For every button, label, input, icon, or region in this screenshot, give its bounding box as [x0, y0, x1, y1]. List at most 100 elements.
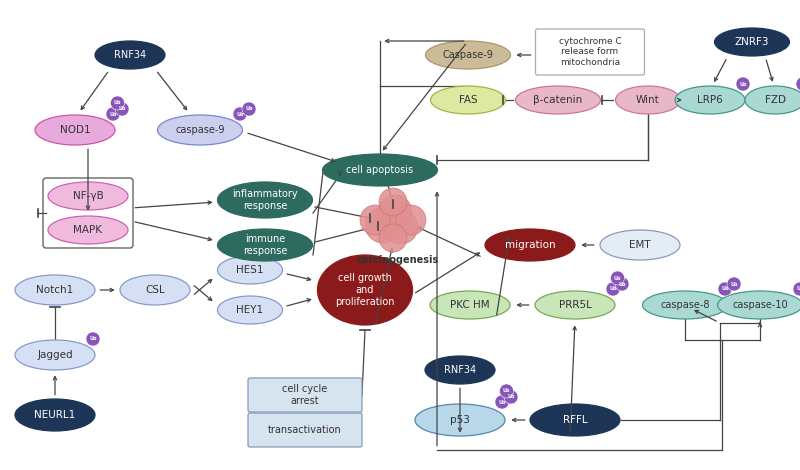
Circle shape [793, 282, 800, 296]
Circle shape [615, 277, 629, 291]
Text: LRP6: LRP6 [697, 95, 723, 105]
Circle shape [379, 188, 407, 216]
Circle shape [606, 282, 620, 296]
Text: Jagged: Jagged [37, 350, 73, 360]
Text: Ub: Ub [730, 282, 738, 287]
Ellipse shape [218, 229, 313, 261]
Ellipse shape [218, 296, 282, 324]
Circle shape [727, 277, 741, 291]
Ellipse shape [48, 216, 128, 244]
Ellipse shape [120, 275, 190, 305]
Text: Ub: Ub [796, 287, 800, 291]
Text: Ub: Ub [110, 111, 117, 117]
Circle shape [499, 384, 514, 398]
Circle shape [718, 282, 732, 296]
Text: EMT: EMT [629, 240, 651, 250]
Ellipse shape [515, 86, 601, 114]
Ellipse shape [318, 255, 413, 325]
Ellipse shape [430, 86, 506, 114]
Text: RFFL: RFFL [562, 415, 587, 425]
Text: FZD: FZD [765, 95, 786, 105]
Circle shape [233, 107, 247, 121]
Text: PKC HM: PKC HM [450, 300, 490, 310]
Text: Wint: Wint [636, 95, 660, 105]
FancyBboxPatch shape [248, 378, 362, 412]
Circle shape [360, 205, 390, 235]
Text: Ub: Ub [90, 337, 97, 342]
Circle shape [115, 102, 129, 116]
Circle shape [378, 195, 412, 229]
Circle shape [610, 271, 625, 285]
Text: Ub: Ub [114, 101, 122, 105]
Text: caspase-9: caspase-9 [175, 125, 225, 135]
Text: Ub: Ub [618, 282, 626, 287]
Ellipse shape [430, 291, 510, 319]
Text: Notch1: Notch1 [36, 285, 74, 295]
Circle shape [242, 102, 256, 116]
Text: FAS: FAS [458, 95, 478, 105]
Text: Ub: Ub [502, 389, 510, 393]
Text: p53: p53 [450, 415, 470, 425]
Text: Ub: Ub [722, 287, 729, 291]
Text: transactivation: transactivation [268, 425, 342, 435]
Text: CSL: CSL [145, 285, 165, 295]
Circle shape [495, 395, 509, 409]
Text: MAPK: MAPK [74, 225, 102, 235]
Text: migration: migration [505, 240, 555, 250]
Ellipse shape [615, 86, 681, 114]
Ellipse shape [218, 182, 313, 218]
Text: Ub: Ub [236, 111, 244, 117]
Circle shape [106, 107, 120, 121]
Text: Ub: Ub [246, 107, 253, 111]
Circle shape [736, 77, 750, 91]
Text: Ub: Ub [498, 400, 506, 405]
Ellipse shape [600, 230, 680, 260]
Ellipse shape [745, 86, 800, 114]
Circle shape [110, 96, 125, 110]
Circle shape [384, 210, 418, 244]
Ellipse shape [158, 115, 242, 145]
Ellipse shape [35, 115, 115, 145]
Text: immune
response: immune response [243, 234, 287, 256]
Circle shape [379, 224, 407, 252]
Circle shape [396, 205, 426, 235]
Circle shape [365, 207, 401, 243]
Ellipse shape [530, 404, 620, 436]
Circle shape [796, 77, 800, 91]
Text: RNF34: RNF34 [114, 50, 146, 60]
Text: Caspase-9: Caspase-9 [442, 50, 494, 60]
Text: NF-γB: NF-γB [73, 191, 103, 201]
Ellipse shape [218, 256, 282, 284]
Text: NEURL1: NEURL1 [34, 410, 76, 420]
Text: Ub: Ub [118, 107, 126, 111]
Ellipse shape [485, 229, 575, 261]
Text: cell cycle
arrest: cell cycle arrest [282, 384, 328, 406]
Text: PRR5L: PRR5L [558, 300, 591, 310]
Ellipse shape [15, 275, 95, 305]
Ellipse shape [15, 399, 95, 431]
Text: cell growth
and
proliferation: cell growth and proliferation [335, 274, 394, 306]
Circle shape [86, 332, 100, 346]
Ellipse shape [48, 182, 128, 210]
Text: NOD1: NOD1 [60, 125, 90, 135]
Ellipse shape [426, 41, 510, 69]
Text: ZNRF3: ZNRF3 [734, 37, 770, 47]
Ellipse shape [322, 154, 438, 186]
Ellipse shape [425, 356, 495, 384]
Circle shape [504, 390, 518, 404]
Text: β-catenin: β-catenin [534, 95, 582, 105]
Text: caspase-8: caspase-8 [660, 300, 710, 310]
Ellipse shape [675, 86, 745, 114]
Text: carcinogenesis: carcinogenesis [357, 255, 439, 265]
Text: Ub: Ub [739, 81, 746, 86]
Text: HEY1: HEY1 [237, 305, 263, 315]
Text: inflammatory
response: inflammatory response [232, 189, 298, 211]
Ellipse shape [415, 404, 505, 436]
Text: RNF34: RNF34 [444, 365, 476, 375]
Ellipse shape [535, 291, 615, 319]
Ellipse shape [718, 291, 800, 319]
Text: HES1: HES1 [236, 265, 264, 275]
FancyBboxPatch shape [248, 413, 362, 447]
Ellipse shape [95, 41, 165, 69]
FancyBboxPatch shape [535, 29, 645, 75]
